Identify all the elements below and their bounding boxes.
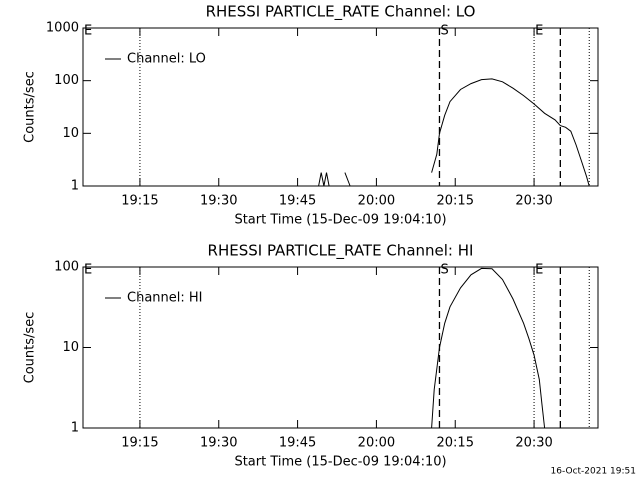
x-tick-label: 20:00 [358,194,395,209]
y-tick-label: 10 [62,340,79,355]
y-axis-label: Counts/sec [23,71,38,143]
x-axis-label: Start Time (15-Dec-09 19:04:10) [234,455,446,470]
data-line [318,78,590,187]
x-tick-label: 20:15 [437,194,474,209]
y-tick-label: 1 [71,421,79,436]
x-tick-label: 19:30 [200,194,237,209]
x-tick-label: 19:15 [121,194,158,209]
x-tick-label: 20:30 [515,436,552,451]
x-tick-label: 19:30 [200,436,237,451]
flag-label: S [440,24,448,39]
y-tick-label: 100 [54,73,79,88]
y-tick-label: 1000 [46,21,79,36]
x-tick-label: 19:45 [279,436,316,451]
x-tick-label: 20:15 [437,436,474,451]
x-axis-label: Start Time (15-Dec-09 19:04:10) [234,213,446,228]
y-tick-label: 1 [71,179,79,194]
flag-label: E [84,263,92,278]
legend-label: Channel: LO [127,52,206,67]
y-tick-label: 10 [62,126,79,141]
footer: 16-Oct-2021 19:51 [551,467,636,477]
data-line [431,267,546,429]
y-axis-label: Counts/sec [23,312,38,384]
y-tick-label: 100 [54,260,79,275]
flag-label: E [535,24,543,39]
legend-label: Channel: HI [127,291,203,306]
chart-title: RHESSI PARTICLE_RATE Channel: HI [208,242,474,261]
flag-label: E [535,263,543,278]
flag-label: S [440,263,448,278]
plot-frame [82,27,599,187]
flag-label: E [84,24,92,39]
x-tick-label: 19:45 [279,194,316,209]
x-tick-label: 20:00 [358,436,395,451]
chart-title: RHESSI PARTICLE_RATE Channel: LO [206,3,476,22]
x-tick-label: 20:30 [515,194,552,209]
x-tick-label: 19:15 [121,436,158,451]
